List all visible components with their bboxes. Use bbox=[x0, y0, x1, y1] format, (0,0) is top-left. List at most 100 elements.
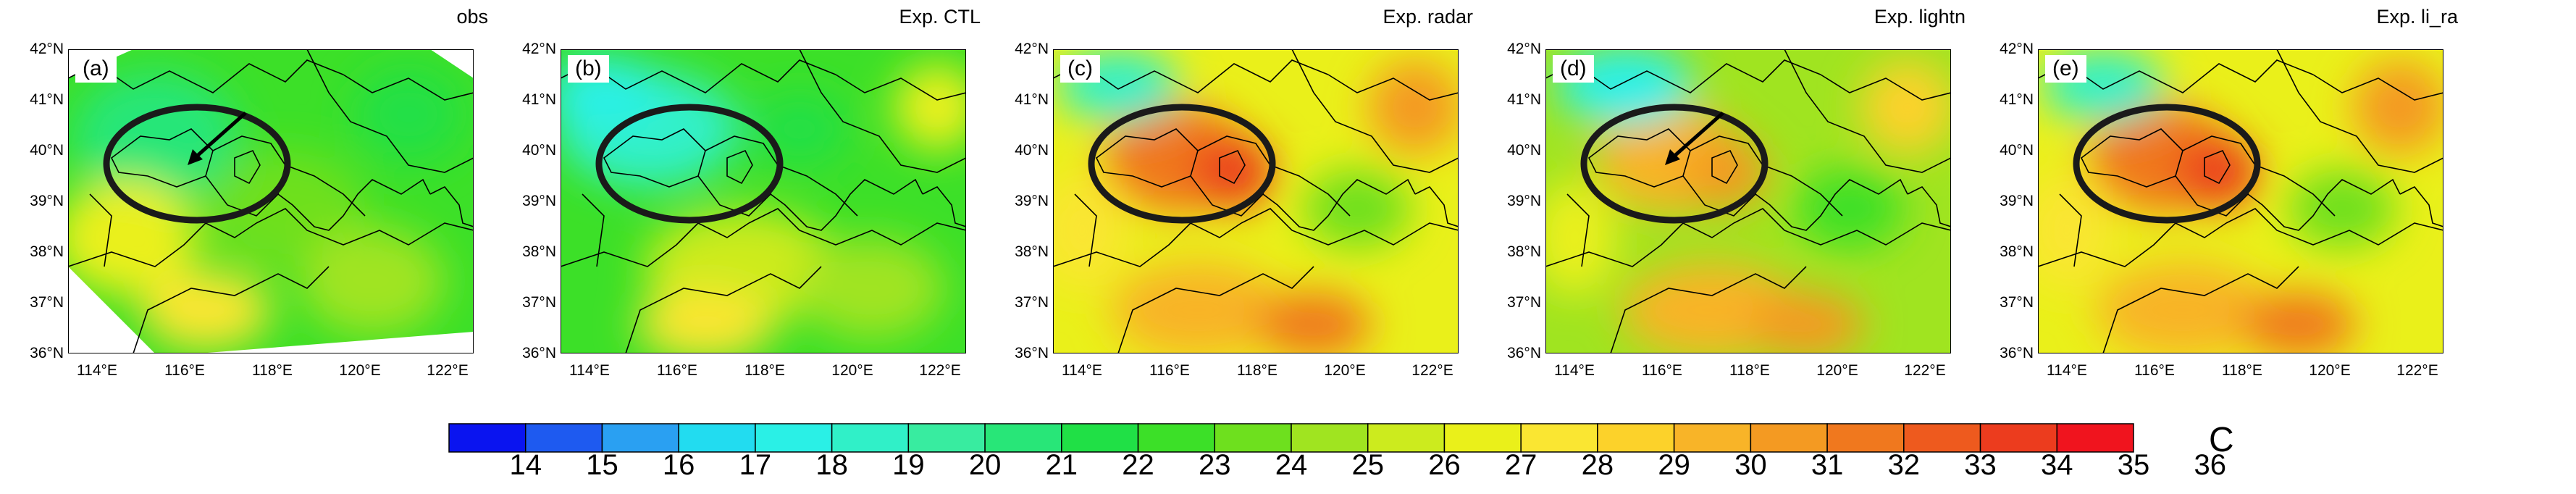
lon-label: 114°E bbox=[569, 362, 610, 379]
colorbar-tick: 34 bbox=[2041, 449, 2073, 481]
temperature-map bbox=[561, 49, 966, 353]
temperature-map bbox=[1545, 49, 1951, 353]
lon-label: 114°E bbox=[1062, 362, 1102, 379]
colorbar-tick: 25 bbox=[1351, 449, 1384, 481]
lat-label: 38°N bbox=[30, 243, 64, 260]
lat-label: 42°N bbox=[2000, 41, 2034, 57]
panel-title: Exp. li_ra bbox=[2376, 6, 2458, 28]
colorbar-tick: 18 bbox=[815, 449, 848, 481]
lat-label: 42°N bbox=[1507, 41, 1541, 57]
lon-label: 120°E bbox=[2309, 362, 2351, 379]
lat-label: 39°N bbox=[1507, 193, 1541, 209]
colorbar-tick: 33 bbox=[1964, 449, 1997, 481]
lat-label: 37°N bbox=[30, 294, 64, 311]
lat-label: 36°N bbox=[1015, 345, 1049, 361]
map-graphic bbox=[1545, 49, 1951, 353]
colorbar-swatch bbox=[1137, 423, 1216, 453]
colorbar-tick: 22 bbox=[1122, 449, 1154, 481]
lon-label: 120°E bbox=[339, 362, 381, 379]
lon-label: 120°E bbox=[1324, 362, 1366, 379]
lat-label: 41°N bbox=[2000, 91, 2034, 108]
map-panel-li_ra: Exp. li_ra 42°N 41°N 40°N 39°N 38°N 37°N 36°N 11… bbox=[1976, 0, 2468, 391]
colorbar-swatch bbox=[1903, 423, 1981, 453]
lat-label: 36°N bbox=[30, 345, 64, 361]
panel-label: (e) bbox=[2045, 55, 2086, 83]
colorbar-swatch bbox=[524, 423, 603, 453]
colorbar-swatch bbox=[1214, 423, 1292, 453]
lat-label: 40°N bbox=[1507, 142, 1541, 159]
lon-label: 120°E bbox=[831, 362, 873, 379]
lat-label: 36°N bbox=[2000, 345, 2034, 361]
colorbar-tick: 20 bbox=[968, 449, 1002, 481]
lon-label: 122°E bbox=[1904, 362, 1946, 379]
lat-label: 40°N bbox=[1015, 142, 1049, 159]
colorbar-swatch bbox=[1291, 423, 1369, 453]
lat-label: 38°N bbox=[1507, 243, 1541, 260]
colorbar-swatch bbox=[1597, 423, 1675, 453]
lat-label: 40°N bbox=[30, 142, 64, 159]
map-graphic bbox=[561, 49, 966, 353]
colorbar-swatch bbox=[1673, 423, 1752, 453]
lat-label: 38°N bbox=[1015, 243, 1049, 260]
lat-label: 38°N bbox=[2000, 243, 2034, 260]
colorbar-tick: 35 bbox=[2117, 449, 2150, 481]
map-graphic bbox=[2038, 49, 2443, 353]
colorbar-tick: 27 bbox=[1504, 449, 1537, 481]
lat-label: 39°N bbox=[1015, 193, 1049, 209]
temperature-map bbox=[2038, 49, 2443, 353]
lon-label: 122°E bbox=[919, 362, 961, 379]
colorbar-tick: 14 bbox=[509, 449, 542, 481]
lat-label: 36°N bbox=[522, 345, 556, 361]
map-panel-obs: obs 42°N 41°N 40°N 39°N 38°N 37°N 36°N 114°E 116°… bbox=[6, 0, 498, 391]
colorbar-unit: C bbox=[2209, 421, 2234, 459]
lat-label: 37°N bbox=[1015, 294, 1049, 311]
lon-label: 118°E bbox=[744, 362, 785, 379]
colorbar-tick: 24 bbox=[1275, 449, 1308, 481]
colorbar-swatch bbox=[1979, 423, 2058, 453]
lon-label: 118°E bbox=[1729, 362, 1770, 379]
lon-label: 114°E bbox=[1554, 362, 1595, 379]
colorbar-swatch bbox=[1443, 423, 1522, 453]
colorbar-tick: 21 bbox=[1045, 449, 1078, 481]
colorbar-swatch bbox=[1750, 423, 1828, 453]
colorbar-swatch bbox=[2056, 423, 2134, 453]
lon-label: 120°E bbox=[1816, 362, 1858, 379]
panel-title: Exp. CTL bbox=[899, 6, 981, 28]
colorbar-swatch bbox=[1061, 423, 1139, 453]
colorbar-tick: 16 bbox=[662, 449, 695, 481]
colorbar-swatch bbox=[984, 423, 1062, 453]
map-graphic bbox=[68, 49, 474, 353]
colorbar-swatch bbox=[831, 423, 910, 453]
lat-label: 36°N bbox=[1507, 345, 1541, 361]
map-panel-ctl: Exp. CTL 42°N 41°N 40°N 39°N 38°N 37°N 36°N 114°… bbox=[498, 0, 991, 391]
lat-label: 39°N bbox=[2000, 193, 2034, 209]
lat-label: 39°N bbox=[522, 193, 556, 209]
lon-label: 118°E bbox=[2222, 362, 2262, 379]
panel-label: (d) bbox=[1553, 55, 1594, 83]
panel-title: Exp. radar bbox=[1383, 6, 1473, 28]
panel-label: (a) bbox=[75, 55, 117, 83]
colorbar-swatch bbox=[907, 423, 986, 453]
lat-label: 37°N bbox=[2000, 294, 2034, 311]
lat-label: 42°N bbox=[30, 41, 64, 57]
lat-label: 41°N bbox=[30, 91, 64, 108]
lon-label: 114°E bbox=[2047, 362, 2087, 379]
lat-label: 41°N bbox=[1507, 91, 1541, 108]
lon-label: 122°E bbox=[2396, 362, 2438, 379]
lon-label: 116°E bbox=[2134, 362, 2175, 379]
colorbar-tick: 28 bbox=[1581, 449, 1614, 481]
colorbar-tick: 26 bbox=[1428, 449, 1461, 481]
colorbar-swatch bbox=[448, 423, 526, 453]
lon-label: 116°E bbox=[1642, 362, 1682, 379]
colorbar-tick: 36 bbox=[2194, 449, 2226, 481]
map-graphic bbox=[1053, 49, 1459, 353]
lat-label: 38°N bbox=[522, 243, 556, 260]
lat-label: 40°N bbox=[522, 142, 556, 159]
colorbar-tick: 23 bbox=[1199, 449, 1231, 481]
colorbar-tick: 32 bbox=[1887, 449, 1921, 481]
colorbar-tick: 19 bbox=[892, 449, 925, 481]
lon-label: 116°E bbox=[164, 362, 205, 379]
colorbar-tick: 31 bbox=[1811, 449, 1844, 481]
colorbar-tick: 29 bbox=[1658, 449, 1690, 481]
colorbar-swatch bbox=[1367, 423, 1446, 453]
